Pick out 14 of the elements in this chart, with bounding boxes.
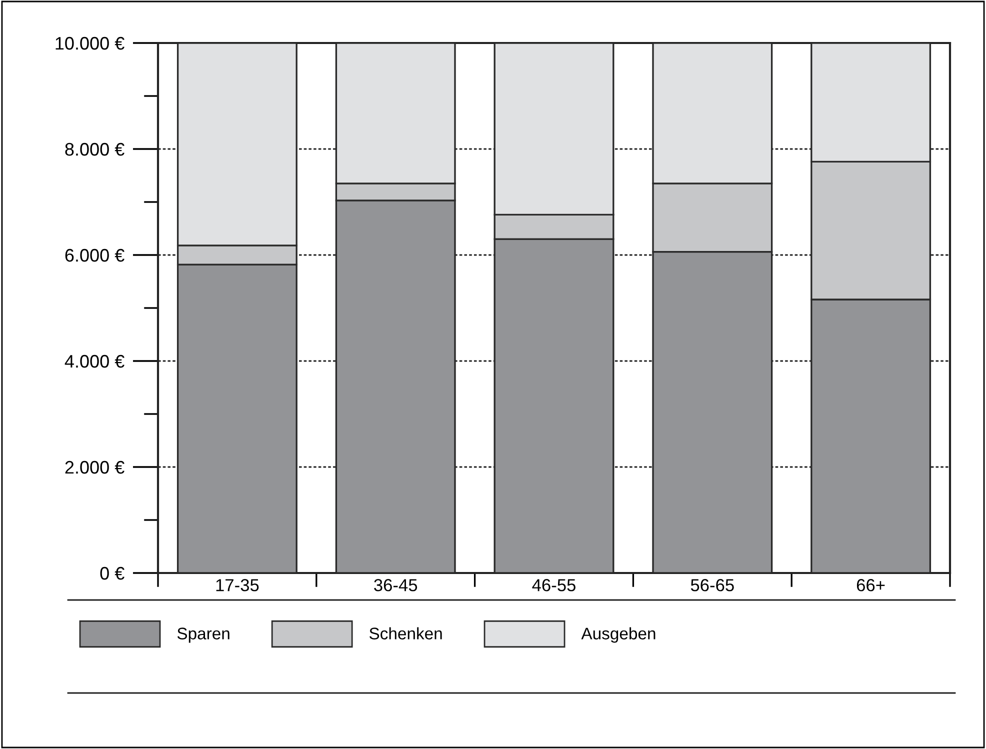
y-tick-label: 6.000 € xyxy=(65,248,124,262)
y-tick-label: 0 € xyxy=(100,566,124,580)
x-tick-label: 36-45 xyxy=(374,579,418,592)
legend-label: Ausgeben xyxy=(581,627,656,643)
x-tick-label: 56-65 xyxy=(690,579,734,592)
y-tick-label: 8.000 € xyxy=(65,142,124,156)
x-tick-label: 17-35 xyxy=(216,579,259,592)
y-tick-label: 4.000 € xyxy=(64,354,124,368)
legend-label: Schenken xyxy=(369,627,442,640)
x-tick-label: 46-55 xyxy=(532,579,576,592)
legend-label: Sparen xyxy=(177,628,230,643)
y-tick-label: 2.000 € xyxy=(65,460,124,474)
x-tick-label: 66+ xyxy=(856,579,885,592)
y-tick-label: 10.000 € xyxy=(56,36,124,50)
